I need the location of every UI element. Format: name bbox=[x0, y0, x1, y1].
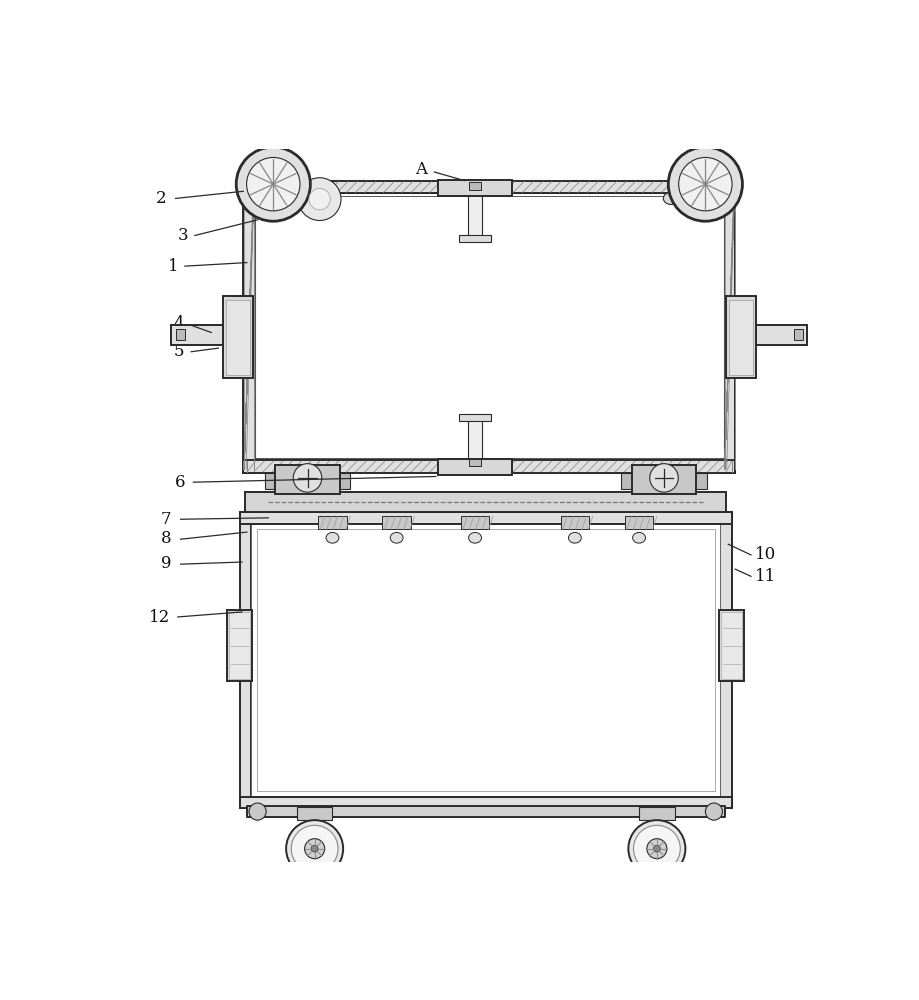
Bar bbox=[725, 296, 755, 378]
Bar bbox=[468, 419, 482, 459]
Circle shape bbox=[705, 803, 721, 820]
Ellipse shape bbox=[693, 192, 709, 204]
Bar bbox=[719, 610, 743, 681]
Bar bbox=[297, 807, 332, 820]
Bar bbox=[240, 797, 731, 808]
Bar bbox=[437, 180, 512, 196]
Bar bbox=[728, 300, 753, 375]
Text: 7: 7 bbox=[161, 511, 172, 528]
Circle shape bbox=[304, 839, 324, 859]
Text: 11: 11 bbox=[754, 568, 775, 585]
Circle shape bbox=[249, 803, 266, 820]
Text: 12: 12 bbox=[149, 609, 170, 626]
Bar bbox=[624, 516, 652, 529]
Bar bbox=[251, 524, 720, 797]
Bar bbox=[720, 512, 731, 808]
Bar bbox=[318, 516, 346, 529]
Bar bbox=[176, 329, 185, 340]
Circle shape bbox=[646, 839, 666, 859]
Circle shape bbox=[649, 464, 677, 492]
Bar bbox=[243, 460, 734, 473]
Bar bbox=[240, 512, 251, 808]
Bar bbox=[631, 465, 696, 494]
Ellipse shape bbox=[710, 191, 724, 203]
Ellipse shape bbox=[390, 532, 403, 543]
Circle shape bbox=[678, 157, 732, 211]
Bar bbox=[720, 612, 742, 679]
Bar bbox=[793, 329, 802, 340]
Bar bbox=[693, 473, 706, 489]
Circle shape bbox=[311, 845, 318, 852]
Bar bbox=[227, 610, 252, 681]
Circle shape bbox=[286, 820, 343, 877]
Circle shape bbox=[298, 178, 341, 221]
Bar bbox=[246, 806, 724, 817]
Text: 2: 2 bbox=[156, 190, 166, 207]
Bar bbox=[275, 465, 339, 494]
Text: 10: 10 bbox=[754, 546, 775, 563]
Ellipse shape bbox=[685, 191, 698, 203]
Bar bbox=[243, 181, 734, 193]
Circle shape bbox=[291, 825, 337, 872]
Ellipse shape bbox=[632, 532, 645, 543]
Text: 5: 5 bbox=[174, 343, 184, 360]
Bar bbox=[225, 300, 249, 375]
Bar bbox=[246, 179, 300, 195]
Bar bbox=[469, 459, 481, 466]
Ellipse shape bbox=[568, 532, 581, 543]
Ellipse shape bbox=[278, 191, 293, 203]
Circle shape bbox=[246, 157, 300, 211]
Bar bbox=[240, 512, 731, 524]
Bar bbox=[639, 807, 674, 820]
Bar bbox=[265, 473, 278, 489]
Ellipse shape bbox=[253, 191, 267, 203]
Circle shape bbox=[633, 825, 679, 872]
Bar bbox=[723, 181, 734, 473]
Text: 9: 9 bbox=[161, 555, 172, 572]
Ellipse shape bbox=[663, 192, 678, 204]
Bar bbox=[337, 473, 350, 489]
Bar bbox=[222, 296, 253, 378]
Text: A: A bbox=[415, 161, 427, 178]
Text: 1: 1 bbox=[168, 258, 178, 275]
Bar bbox=[243, 181, 255, 473]
Circle shape bbox=[628, 820, 685, 877]
Bar bbox=[677, 179, 732, 195]
Bar bbox=[460, 516, 489, 529]
Bar bbox=[229, 612, 250, 679]
Bar bbox=[560, 516, 588, 529]
Bar bbox=[171, 325, 222, 345]
Bar bbox=[437, 459, 512, 475]
Circle shape bbox=[652, 845, 660, 852]
Text: 6: 6 bbox=[176, 474, 186, 491]
Text: 8: 8 bbox=[161, 530, 172, 547]
Circle shape bbox=[667, 147, 742, 221]
Bar bbox=[245, 492, 725, 512]
Bar bbox=[382, 516, 411, 529]
Bar bbox=[468, 193, 482, 238]
Ellipse shape bbox=[325, 532, 338, 543]
Text: 4: 4 bbox=[174, 315, 185, 332]
Bar bbox=[459, 414, 490, 421]
Circle shape bbox=[236, 147, 310, 221]
Bar bbox=[469, 182, 481, 190]
Bar bbox=[256, 529, 714, 791]
Bar bbox=[755, 325, 807, 345]
Bar bbox=[255, 193, 723, 460]
Bar bbox=[459, 235, 490, 242]
Text: 3: 3 bbox=[177, 227, 187, 244]
Circle shape bbox=[293, 464, 322, 492]
Ellipse shape bbox=[468, 532, 481, 543]
Circle shape bbox=[309, 188, 330, 210]
Bar bbox=[620, 473, 633, 489]
